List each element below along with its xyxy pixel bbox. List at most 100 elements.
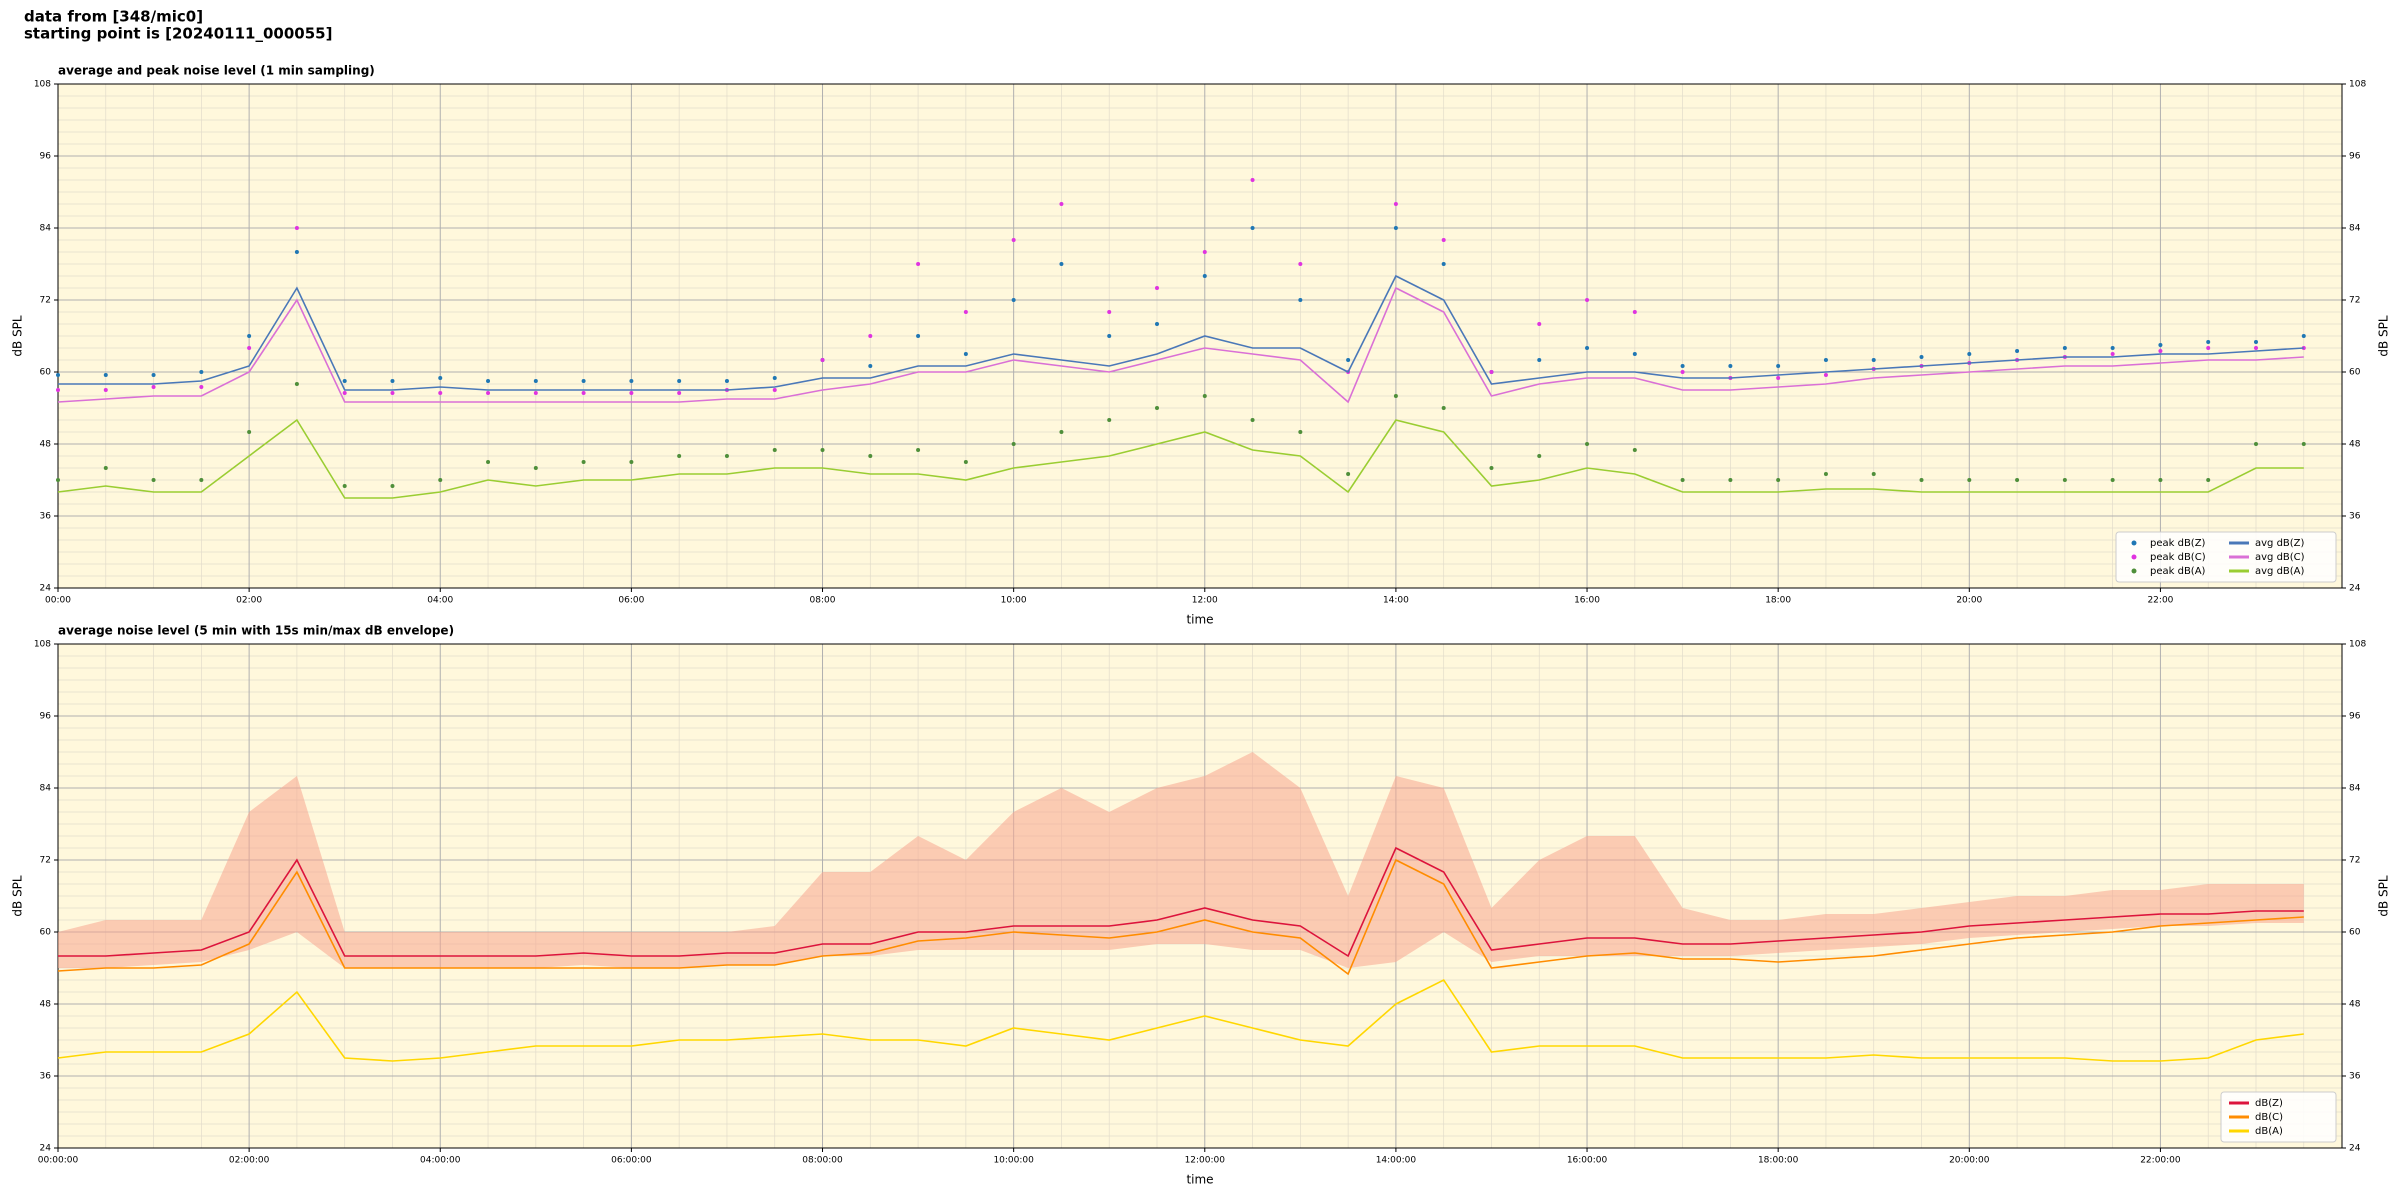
point: [2301, 334, 2306, 338]
legend-label: avg dB(A): [2255, 566, 2305, 577]
x-tick-label: 00:00: [45, 596, 71, 606]
x-tick-label: 18:00:00: [1758, 1156, 1799, 1166]
x-tick-label: 06:00: [618, 596, 644, 606]
point: [581, 379, 586, 383]
x-tick-label: 16:00: [1574, 596, 1600, 606]
point: [1346, 472, 1351, 476]
x-tick-label: 14:00:00: [1376, 1156, 1417, 1166]
x-tick-label: 10:00: [1001, 596, 1027, 606]
x-tick-label: 14:00: [1383, 596, 1409, 606]
y-tick-label: 60: [2349, 928, 2361, 938]
point: [151, 478, 156, 482]
chart-title: average and peak noise level (1 min samp…: [58, 64, 375, 78]
point: [533, 379, 538, 383]
point: [1393, 226, 1398, 230]
legend-label: peak dB(C): [2150, 552, 2206, 563]
y-tick-label: 48: [40, 440, 52, 450]
point: [868, 364, 873, 368]
point: [486, 379, 491, 383]
point: [2015, 349, 2020, 353]
point: [820, 358, 825, 362]
y-tick-label: 24: [40, 1144, 52, 1154]
point: [1680, 478, 1685, 482]
legend-label: dB(Z): [2255, 1098, 2283, 1109]
y-axis-label: dB SPL: [11, 315, 25, 357]
line: [58, 846, 2304, 958]
point: [486, 460, 491, 464]
point: [2253, 442, 2258, 446]
point: [1346, 358, 1351, 362]
y-tick-label: 72: [2349, 856, 2360, 866]
point: [533, 466, 538, 470]
point: [151, 373, 156, 377]
y-axis-label: dB SPL: [11, 875, 25, 917]
x-tick-label: 02:00:00: [229, 1156, 270, 1166]
y-tick-label: 84: [40, 224, 52, 234]
plot-frame: [57, 643, 2343, 1149]
legend-box: [2220, 1091, 2337, 1143]
point: [1919, 478, 1924, 482]
point: [1250, 226, 1255, 230]
point: [56, 388, 60, 392]
point: [1728, 478, 1733, 482]
envelope: [58, 752, 2304, 968]
y-axis-label: dB SPL: [2377, 315, 2391, 357]
line: [57, 286, 2304, 404]
legend-label: avg dB(Z): [2255, 538, 2305, 549]
point: [724, 454, 729, 458]
point: [1585, 298, 1590, 302]
point: [1250, 178, 1255, 182]
legend-label: dB(C): [2255, 1112, 2283, 1123]
point: [486, 391, 491, 395]
point: [151, 385, 156, 389]
y-tick-label: 96: [40, 712, 52, 722]
point: [2253, 340, 2258, 344]
point: [868, 334, 873, 338]
point: [916, 334, 921, 338]
point: [772, 376, 777, 380]
x-tick-label: 12:00: [1192, 596, 1218, 606]
point: [1919, 355, 1924, 359]
point: [1967, 352, 1972, 356]
point: [103, 373, 108, 377]
point: [1537, 322, 1542, 326]
point: [1776, 478, 1781, 482]
point: [1154, 286, 1159, 290]
point: [2158, 349, 2163, 353]
point: [1059, 202, 1064, 206]
y-tick-label: 108: [2349, 80, 2366, 90]
point: [1489, 370, 1494, 374]
point: [1776, 376, 1781, 380]
point: [199, 370, 204, 374]
x-tick-label: 08:00:00: [802, 1156, 843, 1166]
y-tick-label: 36: [40, 1072, 52, 1082]
point: [772, 388, 777, 392]
point: [2206, 478, 2211, 482]
x-tick-label: 04:00:00: [420, 1156, 461, 1166]
point: [1393, 202, 1398, 206]
point: [199, 385, 204, 389]
point: [2158, 343, 2163, 347]
y-tick-label: 84: [40, 784, 52, 794]
point: [438, 478, 443, 482]
y-tick-label: 96: [2349, 152, 2361, 162]
point: [342, 379, 347, 383]
point: [342, 391, 347, 395]
header-line: starting point is [20240111_000055]: [24, 25, 332, 43]
x-tick-label: 16:00:00: [1567, 1156, 1608, 1166]
y-tick-label: 48: [40, 1000, 52, 1010]
point: [1441, 406, 1446, 410]
point: [199, 478, 204, 482]
point: [1154, 322, 1159, 326]
point: [1632, 352, 1637, 356]
point: [1728, 364, 1733, 368]
x-axis-label: time: [1186, 1173, 1213, 1187]
point: [1298, 262, 1303, 266]
point: [1823, 472, 1828, 476]
legend-marker: [2131, 568, 2137, 574]
point: [772, 448, 777, 452]
point: [2206, 346, 2211, 350]
point: [963, 460, 968, 464]
x-tick-label: 22:00: [2147, 596, 2173, 606]
